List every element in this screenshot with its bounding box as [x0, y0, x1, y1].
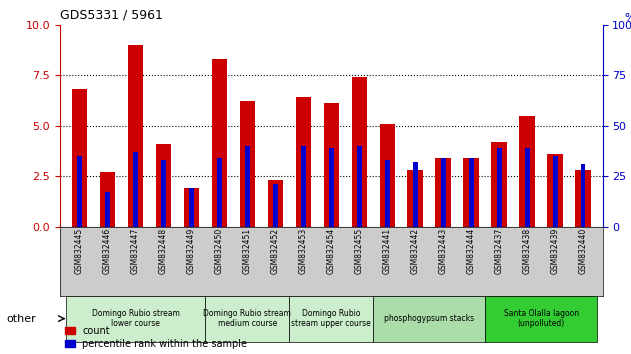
Bar	[268, 180, 283, 227]
Bar	[581, 164, 586, 227]
Bar	[100, 172, 115, 227]
Text: GSM832438: GSM832438	[522, 228, 531, 274]
Bar	[301, 146, 306, 227]
Bar	[133, 152, 138, 227]
Bar	[357, 146, 362, 227]
Bar	[240, 102, 255, 227]
Bar	[351, 77, 367, 227]
Text: GSM832450: GSM832450	[215, 228, 224, 274]
Bar	[245, 146, 250, 227]
Bar	[575, 170, 591, 227]
Text: GSM832446: GSM832446	[103, 228, 112, 274]
Bar	[519, 115, 535, 227]
Bar	[469, 158, 474, 227]
Bar	[492, 142, 507, 227]
Bar	[408, 170, 423, 227]
Bar	[66, 296, 206, 342]
Bar	[485, 296, 597, 342]
Bar	[413, 162, 418, 227]
Bar	[217, 158, 222, 227]
Bar	[553, 156, 558, 227]
Bar	[295, 97, 311, 227]
Bar	[547, 154, 563, 227]
Text: GSM832437: GSM832437	[495, 228, 504, 274]
Bar	[206, 296, 290, 342]
Bar	[329, 148, 334, 227]
Text: Domingo Rubio
stream upper course: Domingo Rubio stream upper course	[292, 309, 371, 328]
Text: GSM832454: GSM832454	[327, 228, 336, 274]
Text: %: %	[624, 13, 631, 23]
Bar	[77, 156, 82, 227]
Text: GSM832441: GSM832441	[383, 228, 392, 274]
Text: Domingo Rubio stream
medium course: Domingo Rubio stream medium course	[203, 309, 292, 328]
Text: GSM832442: GSM832442	[411, 228, 420, 274]
Text: GSM832453: GSM832453	[299, 228, 308, 274]
Bar	[184, 188, 199, 227]
Text: GDS5331 / 5961: GDS5331 / 5961	[60, 8, 163, 21]
Bar	[385, 160, 390, 227]
Legend: count, percentile rank within the sample: count, percentile rank within the sample	[65, 326, 247, 349]
Bar	[127, 45, 143, 227]
Text: GSM832449: GSM832449	[187, 228, 196, 274]
Text: Santa Olalla lagoon
(unpolluted): Santa Olalla lagoon (unpolluted)	[504, 309, 579, 328]
Text: GSM832443: GSM832443	[439, 228, 447, 274]
Bar	[497, 148, 502, 227]
Text: GSM832439: GSM832439	[551, 228, 560, 274]
Bar	[463, 158, 479, 227]
Text: GSM832440: GSM832440	[579, 228, 587, 274]
Text: GSM832452: GSM832452	[271, 228, 280, 274]
Bar	[440, 158, 445, 227]
Text: GSM832444: GSM832444	[467, 228, 476, 274]
Text: other: other	[6, 314, 36, 324]
Bar	[211, 59, 227, 227]
Bar	[373, 296, 485, 342]
Text: Domingo Rubio stream
lower course: Domingo Rubio stream lower course	[91, 309, 179, 328]
Bar	[161, 160, 166, 227]
Bar	[524, 148, 529, 227]
Text: GSM832445: GSM832445	[75, 228, 84, 274]
Bar	[290, 296, 373, 342]
Bar	[273, 184, 278, 227]
Bar	[156, 144, 171, 227]
Text: phosphogypsum stacks: phosphogypsum stacks	[384, 314, 475, 323]
Bar	[105, 192, 110, 227]
Bar	[379, 124, 395, 227]
Bar	[324, 103, 339, 227]
Text: GSM832451: GSM832451	[243, 228, 252, 274]
Bar	[189, 188, 194, 227]
Bar	[435, 158, 451, 227]
Bar	[72, 89, 87, 227]
Text: GSM832447: GSM832447	[131, 228, 140, 274]
Text: GSM832455: GSM832455	[355, 228, 363, 274]
Text: GSM832448: GSM832448	[159, 228, 168, 274]
